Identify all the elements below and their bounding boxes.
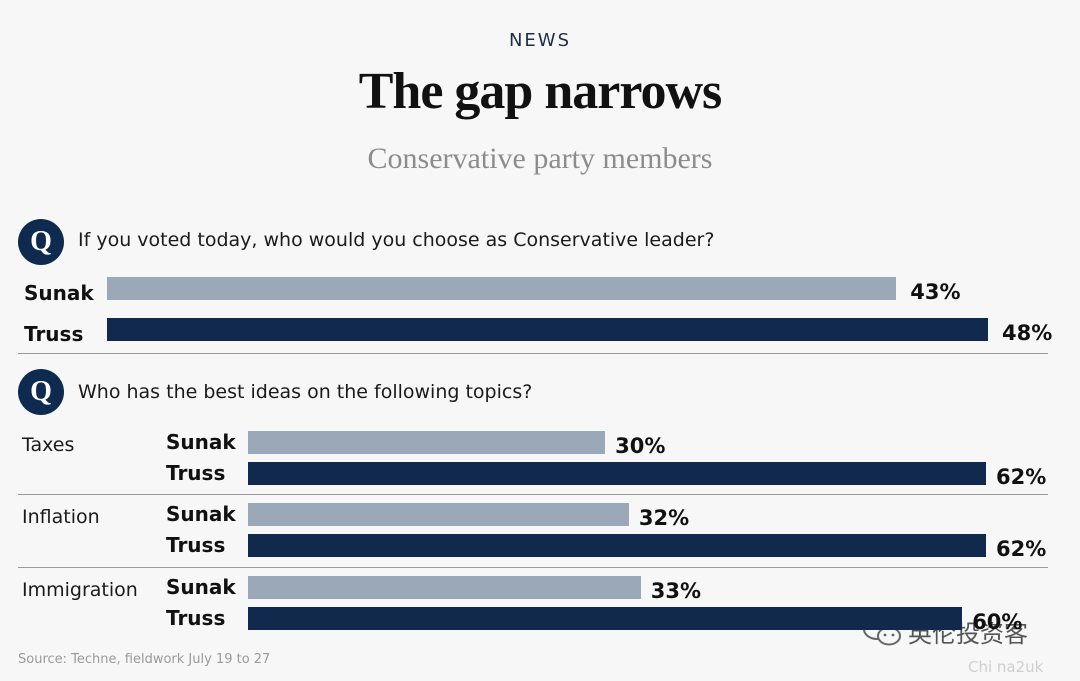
- page-title: The gap narrows: [358, 63, 723, 120]
- candidate-label: Sunak: [166, 430, 236, 454]
- page-subtitle: Conservative party members: [367, 142, 713, 175]
- candidate-label: Truss: [24, 322, 84, 346]
- bar-sunak: [107, 277, 897, 300]
- candidate-label: Sunak: [24, 281, 94, 305]
- candidate-label: Sunak: [166, 502, 236, 526]
- value-label: 33%: [650, 579, 702, 603]
- watermark-small-text: Chi na2uk: [968, 658, 1044, 676]
- bar-sunak: [248, 503, 629, 526]
- bar-sunak: [248, 431, 606, 454]
- question-1-icon: Q: [18, 219, 64, 265]
- value-label: 43%: [910, 280, 961, 304]
- value-label: 48%: [1002, 321, 1053, 345]
- topic-label: Inflation: [22, 506, 100, 528]
- value-label: 32%: [638, 506, 690, 530]
- value-label: 62%: [996, 537, 1047, 561]
- candidate-label: Truss: [166, 461, 226, 485]
- section-kicker: NEWS: [508, 30, 572, 51]
- section-divider: [18, 567, 1048, 568]
- candidate-label: Truss: [166, 533, 226, 557]
- bar-truss: [107, 318, 988, 341]
- bar-truss: [248, 534, 986, 557]
- bar-truss: [248, 462, 986, 485]
- question-1-text: If you voted today, who would you choose…: [78, 229, 715, 251]
- value-label: 60%: [972, 610, 1023, 634]
- value-label: 62%: [996, 465, 1047, 489]
- section-divider: [18, 494, 1048, 495]
- candidate-label: Truss: [166, 606, 226, 630]
- section-divider: [18, 353, 1048, 354]
- bar-truss: [248, 607, 963, 630]
- bar-sunak: [248, 576, 641, 599]
- question-2-icon: Q: [18, 369, 64, 415]
- candidate-label: Sunak: [166, 575, 236, 599]
- topic-label: Immigration: [22, 579, 138, 601]
- source-note: Source: Techne, fieldwork July 19 to 27: [18, 652, 271, 667]
- question-2-text: Who has the best ideas on the following …: [78, 381, 533, 403]
- value-label: 30%: [615, 434, 666, 458]
- topic-label: Taxes: [22, 434, 75, 456]
